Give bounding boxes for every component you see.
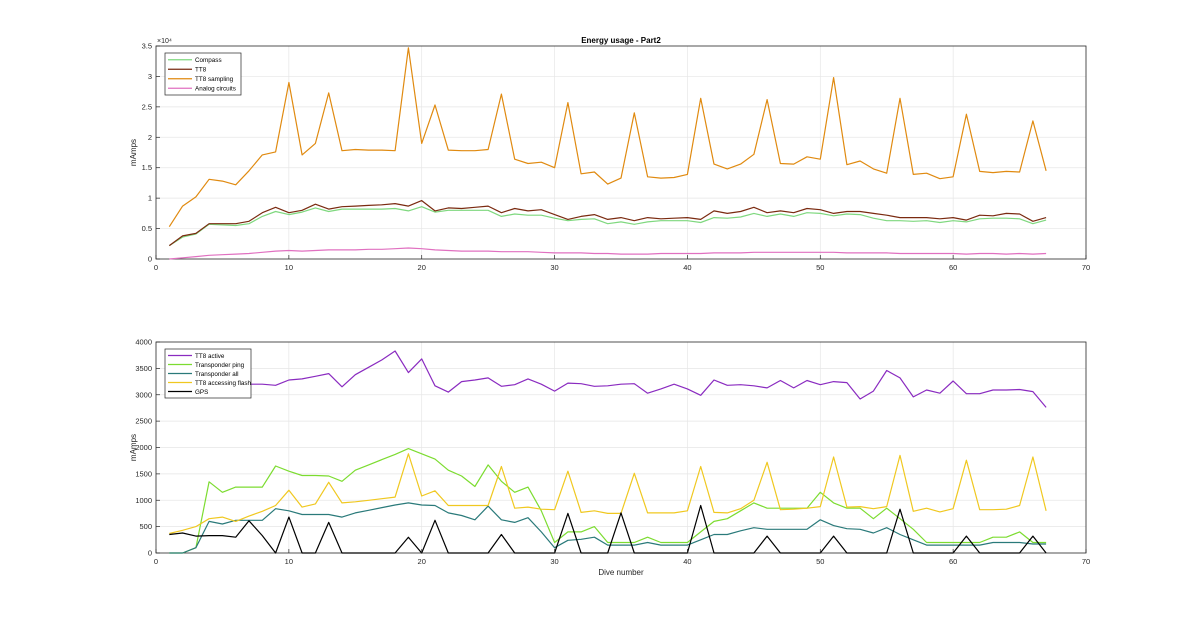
y-axis-ticks: 0 0.5 1 1.5 2 2.5 3 3.5: [142, 42, 160, 264]
y-axis-ticks: 0 500 1000 1500 2000 2500 3000 3500 4000: [135, 338, 160, 558]
x-axis-ticks: 0 10 20 30 40 50 60 70: [154, 255, 1090, 272]
plot-area-frame: [155, 45, 1087, 260]
series-line-tt8-sampling: [168, 47, 1047, 228]
y-tick-label: 1000: [135, 496, 152, 505]
series-line-tt8: [168, 200, 1047, 247]
legend-entry: Transponder all: [195, 371, 239, 378]
x-tick-label: 20: [418, 263, 426, 272]
series-lines: [169, 350, 1047, 554]
series-line-tt8-active: [169, 350, 1047, 408]
grid-lines: [156, 342, 1086, 553]
legend-entry: TT8 active: [195, 353, 225, 360]
chart-title: Energy usage - Part2: [581, 36, 661, 45]
series-lines: [168, 47, 1047, 260]
x-tick-label: 10: [285, 263, 293, 272]
x-axis-ticks: 0 10 20 30 40 50 60 70: [154, 549, 1090, 566]
y-tick-label: 0.5: [142, 224, 152, 233]
y-axis-exponent: ×10⁴: [157, 38, 172, 45]
legend-entry: Analog circuits: [195, 86, 236, 93]
legend-entry: Transponder ping: [195, 362, 245, 369]
series-line-transponder-all: [169, 502, 1047, 554]
x-tick-label: 40: [683, 557, 691, 566]
y-axis-label: mAmps: [129, 434, 138, 461]
legend-entry: TT8 accessing flash: [195, 380, 251, 387]
x-tick-label: 30: [550, 263, 558, 272]
y-tick-label: 3500: [135, 364, 152, 373]
y-tick-label: 500: [139, 522, 152, 531]
legend-entry: GPS: [195, 389, 208, 396]
x-tick-label: 40: [683, 263, 691, 272]
x-tick-label: 60: [949, 557, 957, 566]
y-tick-label: 3: [148, 72, 152, 81]
y-axis-label: mAmps: [129, 139, 138, 166]
y-tick-label: 2.5: [142, 102, 152, 111]
legend-entry: TT8 sampling: [195, 76, 234, 83]
series-line-compass: [168, 206, 1047, 247]
x-tick-label: 70: [1082, 557, 1090, 566]
series-line-gps: [169, 504, 1047, 554]
y-tick-label: 0: [148, 255, 152, 264]
y-tick-label: 0: [148, 549, 152, 558]
y-tick-label: 2: [148, 133, 152, 142]
chart-energy-part2: 0 10 20 30 40 50 60 70 0 0.5 1 1.5 2 2.5 3 3.5 Energy …: [129, 36, 1090, 272]
x-tick-label: 50: [816, 263, 824, 272]
y-tick-label: 1: [148, 194, 152, 203]
x-tick-label: 60: [949, 263, 957, 272]
series-line-tt8-accessing-flash: [169, 453, 1047, 535]
legend-entry: TT8: [195, 67, 207, 74]
y-tick-label: 3.5: [142, 42, 152, 51]
x-tick-label: 0: [154, 263, 158, 272]
legend: Compass TT8 TT8 sampling Analog circuits: [164, 52, 242, 96]
x-axis-label: Dive number: [598, 568, 644, 577]
x-tick-label: 50: [816, 557, 824, 566]
x-tick-label: 30: [550, 557, 558, 566]
y-tick-label: 1500: [135, 469, 152, 478]
series-line-transponder-ping: [169, 448, 1047, 554]
x-tick-label: 20: [418, 557, 426, 566]
series-line-analog-circuits: [169, 247, 1047, 260]
x-tick-label: 70: [1082, 263, 1090, 272]
y-tick-label: 2000: [135, 443, 152, 452]
x-tick-label: 0: [154, 557, 158, 566]
x-tick-label: 10: [285, 557, 293, 566]
y-tick-label: 3000: [135, 390, 152, 399]
y-tick-label: 4000: [135, 338, 152, 347]
chart-energy-components: 0 10 20 30 40 50 60 70 0 500 1000 1500 2000 2500 3000…: [129, 338, 1090, 578]
y-tick-label: 2500: [135, 417, 152, 426]
legend-entry: Compass: [195, 57, 222, 64]
grid-lines: [156, 46, 1086, 259]
y-tick-label: 1.5: [142, 163, 152, 172]
legend: TT8 active Transponder ping Transponder al…: [164, 348, 251, 399]
